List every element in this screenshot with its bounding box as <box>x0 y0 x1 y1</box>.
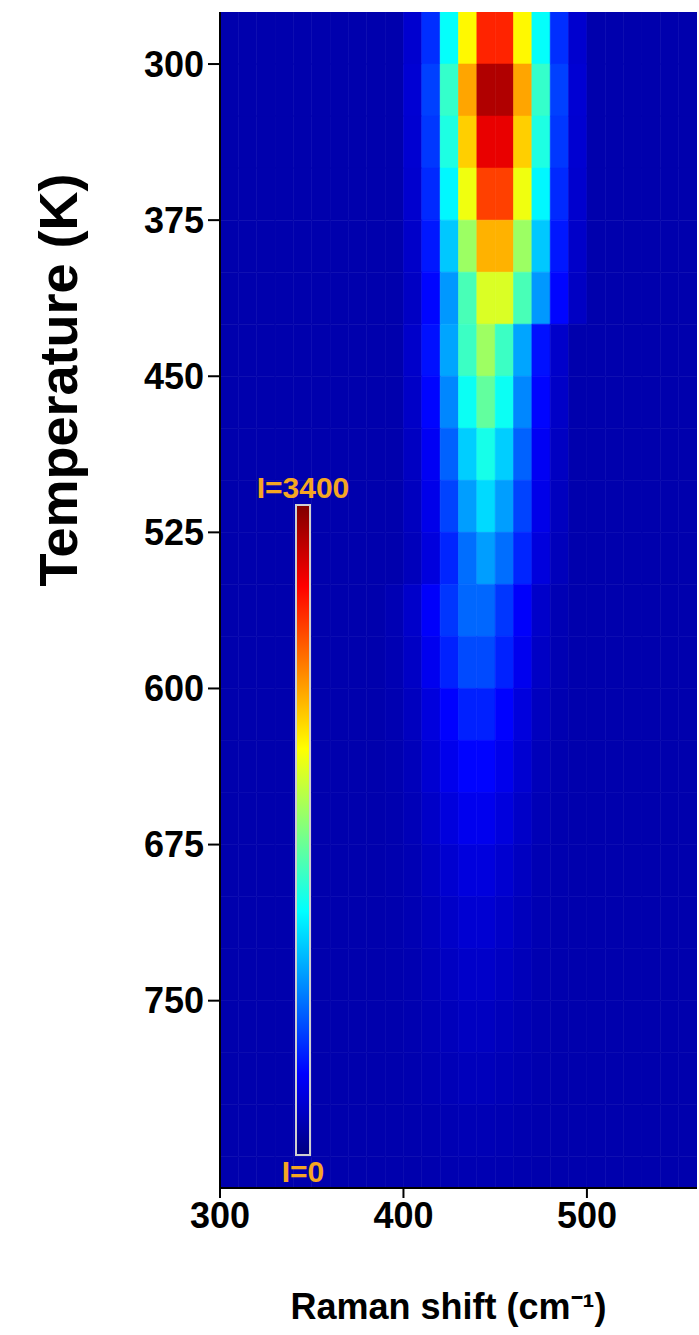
svg-text:500: 500 <box>557 1195 617 1236</box>
svg-text:600: 600 <box>144 668 204 709</box>
svg-text:525: 525 <box>144 512 204 553</box>
svg-text:300: 300 <box>190 1195 250 1236</box>
svg-text:750: 750 <box>144 980 204 1021</box>
svg-text:Raman shift (cm⁻¹): Raman shift (cm⁻¹) <box>290 1286 606 1327</box>
svg-text:I=0: I=0 <box>282 1155 325 1188</box>
svg-text:450: 450 <box>144 356 204 397</box>
svg-text:675: 675 <box>144 824 204 865</box>
svg-text:300: 300 <box>144 44 204 85</box>
svg-text:I=3400: I=3400 <box>257 471 350 504</box>
svg-text:375: 375 <box>144 200 204 241</box>
svg-text:Temperature (K): Temperature (K) <box>28 173 88 586</box>
svg-text:400: 400 <box>373 1195 433 1236</box>
